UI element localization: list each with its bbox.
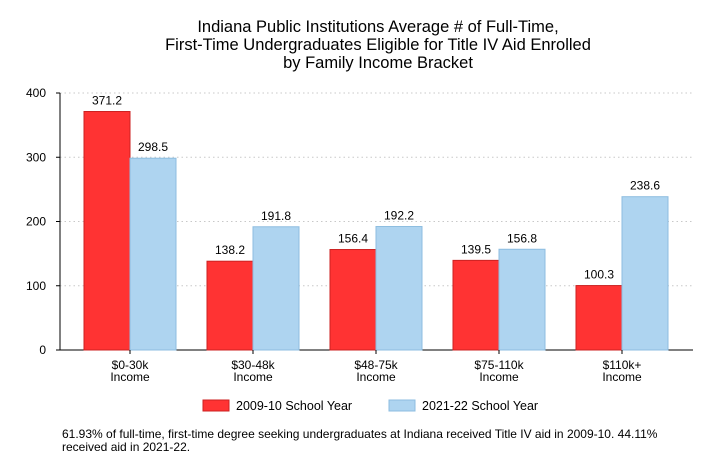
bars [83, 111, 669, 351]
chart-title: Indiana Public Institutions Average # of… [165, 18, 591, 72]
category-label: Income [110, 370, 150, 384]
y-tick-label: 300 [26, 150, 46, 164]
bar [129, 157, 177, 351]
category-label: Income [356, 370, 396, 384]
value-label: 192.2 [384, 209, 414, 223]
value-label: 191.8 [261, 209, 291, 223]
category-label: $48-75k [354, 358, 398, 372]
category-label: $75-110k [474, 358, 524, 372]
bar [83, 111, 131, 351]
category-label: Income [479, 370, 519, 384]
value-labels: 371.2 138.2 156.4 139.5 100.3 298.5 191.8 192.2… [92, 94, 660, 282]
y-tick-label: 0 [39, 343, 46, 357]
y-tick-label: 200 [26, 215, 46, 229]
bar [621, 196, 669, 351]
legend-label: 2009-10 School Year [236, 399, 352, 413]
legend-label: 2021-22 School Year [422, 399, 538, 413]
value-label: 100.3 [584, 268, 614, 282]
value-label: 156.8 [507, 231, 537, 245]
bar [375, 226, 423, 351]
category-label: $0-30k [112, 358, 150, 372]
category-label: $110k+ [603, 358, 642, 372]
category-label: $30-48k [231, 358, 275, 372]
legend-swatch [202, 399, 230, 412]
bar [452, 259, 500, 351]
bar [206, 260, 254, 351]
legend: 2009-10 School Year 2021-22 School Year [202, 399, 538, 413]
legend-swatch [388, 399, 416, 412]
value-label: 298.5 [138, 140, 168, 154]
y-tick-label: 100 [26, 279, 46, 293]
value-label: 139.5 [461, 242, 491, 256]
value-label: 138.2 [215, 243, 245, 257]
category-label: Income [233, 370, 273, 384]
bar [329, 249, 377, 351]
category-labels: $0-30kIncome$30-48kIncome$48-75kIncome$7… [110, 350, 642, 384]
bar [498, 248, 546, 351]
value-label: 371.2 [92, 94, 122, 108]
category-label: Income [602, 370, 642, 384]
chart-title-line: First-Time Undergraduates Eligible for T… [165, 36, 591, 54]
y-tick-label: 400 [26, 86, 46, 100]
bar [252, 226, 300, 351]
chart-title-line: Indiana Public Institutions Average # of… [197, 18, 558, 36]
value-label: 238.6 [630, 179, 660, 193]
chart-title-line: by Family Income Bracket [283, 54, 473, 72]
bar [575, 285, 623, 351]
value-label: 156.4 [338, 232, 368, 246]
footnote: 61.93% of full-time, first-time degree s… [62, 427, 658, 454]
